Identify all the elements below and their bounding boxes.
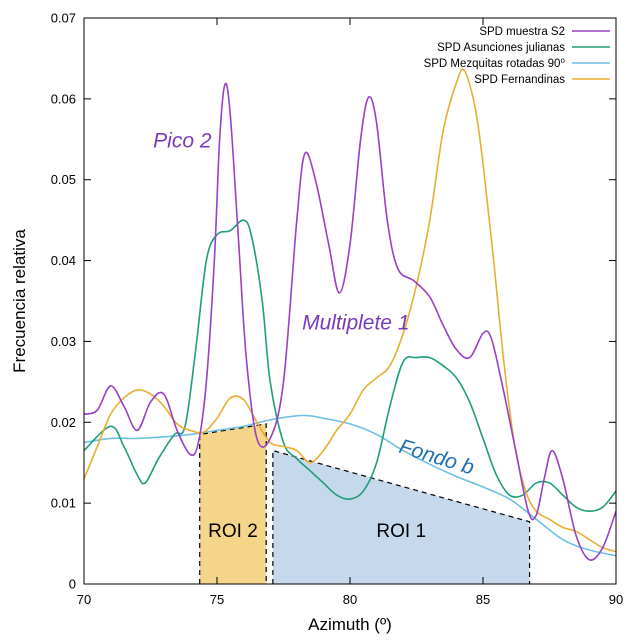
annotation-3: Fondo b bbox=[396, 435, 477, 480]
y-tick-label: 0.06 bbox=[51, 91, 76, 106]
roi-outline-1 bbox=[199, 423, 267, 584]
y-tick-label: 0.02 bbox=[51, 415, 76, 430]
x-tick-label: 75 bbox=[210, 592, 224, 607]
annotation-2: Multiplete 1 bbox=[302, 311, 409, 334]
series-line-2 bbox=[83, 219, 617, 513]
legend-label-2: SPD Asunciones julianas bbox=[437, 42, 565, 54]
x-axis-label: Azimuth (º) bbox=[308, 615, 392, 634]
y-axis-label: Frecuencia relativa bbox=[10, 229, 29, 373]
legend: SPD muestra S2 SPD Asunciones julianas SPD… bbox=[424, 26, 610, 86]
y-tick-label: 0.05 bbox=[51, 172, 76, 187]
axis-ticks: 70 75 80 85 90 0 0.01 0.02 0.03 0.04 0.05 0.06 0.07 bbox=[51, 11, 624, 608]
x-tick-label: 85 bbox=[476, 592, 490, 607]
legend-label-1: SPD muestra S2 bbox=[479, 26, 565, 38]
roi-regions: ROI 2 ROI 1 bbox=[199, 423, 531, 584]
roi-area-1 bbox=[199, 423, 267, 584]
annotation-1: Pico 2 bbox=[153, 129, 212, 152]
x-tick-label: 80 bbox=[343, 592, 357, 607]
y-tick-label: 0.04 bbox=[51, 253, 76, 268]
series-line-1 bbox=[83, 82, 617, 561]
series-line-3 bbox=[83, 414, 617, 557]
roi-label-1: ROI 2 bbox=[208, 521, 258, 542]
y-tick-label: 0.01 bbox=[51, 496, 76, 511]
x-tick-label: 90 bbox=[609, 592, 623, 607]
y-tick-label: 0 bbox=[69, 577, 76, 592]
roi-label-2: ROI 1 bbox=[376, 521, 426, 542]
x-tick-label: 70 bbox=[77, 592, 91, 607]
roi-outline-2 bbox=[272, 449, 531, 584]
legend-label-4: SPD Fernandinas bbox=[474, 74, 565, 86]
series-lines bbox=[83, 68, 617, 561]
series-line-4 bbox=[83, 68, 617, 553]
legend-label-3: SPD Mezquitas rotadas 90⁰ bbox=[424, 58, 566, 70]
y-tick-label: 0.07 bbox=[51, 11, 76, 26]
y-tick-label: 0.03 bbox=[51, 334, 76, 349]
roi-area-2 bbox=[272, 450, 530, 584]
